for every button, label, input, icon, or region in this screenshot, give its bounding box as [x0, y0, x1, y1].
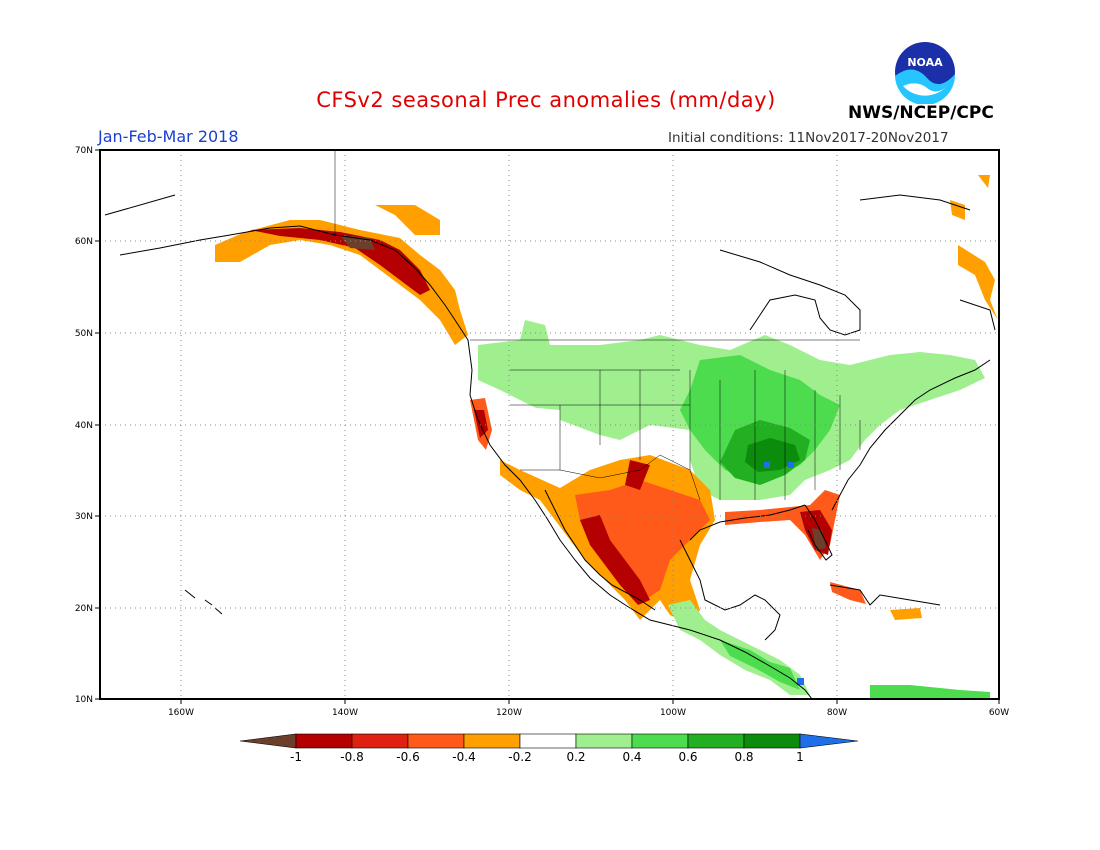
- colorbar-label: 0.4: [622, 750, 642, 764]
- colorbar-swatch: [743, 733, 801, 749]
- colorbar-label: -0.2: [508, 750, 532, 764]
- colorbar-swatch: [631, 733, 689, 749]
- lon-label: 140W: [332, 708, 358, 718]
- lon-label: 160W: [168, 708, 194, 718]
- colorbar-swatch: [351, 733, 409, 749]
- lat-label: 50N: [75, 329, 93, 339]
- wet-max-marker: [788, 462, 794, 468]
- colorbar-label: 0.6: [678, 750, 698, 764]
- colorbar-label: -0.8: [340, 750, 364, 764]
- anomaly-fields: [215, 175, 998, 699]
- dry-anomaly-mexico-core: [580, 460, 650, 605]
- lat-label: 20N: [75, 604, 93, 614]
- lat-label: 70N: [75, 146, 93, 156]
- colorbar-swatch: [799, 733, 859, 749]
- wet-anomaly-peak: [745, 438, 800, 472]
- initial-conditions-label: Initial conditions: 11Nov2017-20Nov2017: [668, 130, 949, 146]
- lon-label: 80W: [827, 708, 847, 718]
- coastlines: [104, 194, 996, 699]
- lon-label: 100W: [660, 708, 686, 718]
- colorbar-swatch: [575, 733, 633, 749]
- agency-label: NWS/NCEP/CPC: [848, 103, 994, 123]
- dry-anomaly-alaska: [215, 220, 468, 345]
- noaa-logo: NOAA: [895, 42, 956, 104]
- colorbar-label: 0.8: [734, 750, 754, 764]
- colorbar-swatch: [407, 733, 465, 749]
- colorbar-label: -0.4: [452, 750, 476, 764]
- dry-anomaly-cuba: [830, 582, 866, 604]
- political-borders: [334, 150, 861, 501]
- period-label: Jan-Feb-Mar 2018: [98, 127, 239, 146]
- dry-anomaly-alaska-core: [250, 228, 430, 295]
- dry-anomaly-labrador: [958, 245, 998, 320]
- colorbar-label: -0.6: [396, 750, 420, 764]
- lat-label: 60N: [75, 237, 93, 247]
- colorbar-swatch: [295, 733, 353, 749]
- colorbar-swatch: [239, 733, 297, 749]
- wet-max-marker: [764, 462, 770, 468]
- colorbar-swatch: [687, 733, 745, 749]
- lat-label: 30N: [75, 512, 93, 522]
- colorbar-swatch: [519, 733, 577, 749]
- colorbar-label: 0.2: [566, 750, 586, 764]
- colorbar-label: 1: [796, 750, 804, 764]
- lat-label: 40N: [75, 421, 93, 431]
- dry-anomaly-bc: [375, 205, 440, 235]
- map-title: CFSv2 seasonal Prec anomalies (mm/day): [316, 88, 776, 112]
- dry-anomaly-mexico-strong: [575, 480, 710, 600]
- lon-label: 120W: [496, 708, 522, 718]
- colorbar-label: -1: [290, 750, 302, 764]
- logo-text: NOAA: [907, 56, 943, 69]
- colorbar-swatch: [463, 733, 521, 749]
- lat-label: 10N: [75, 695, 93, 705]
- lon-label: 60W: [989, 708, 1009, 718]
